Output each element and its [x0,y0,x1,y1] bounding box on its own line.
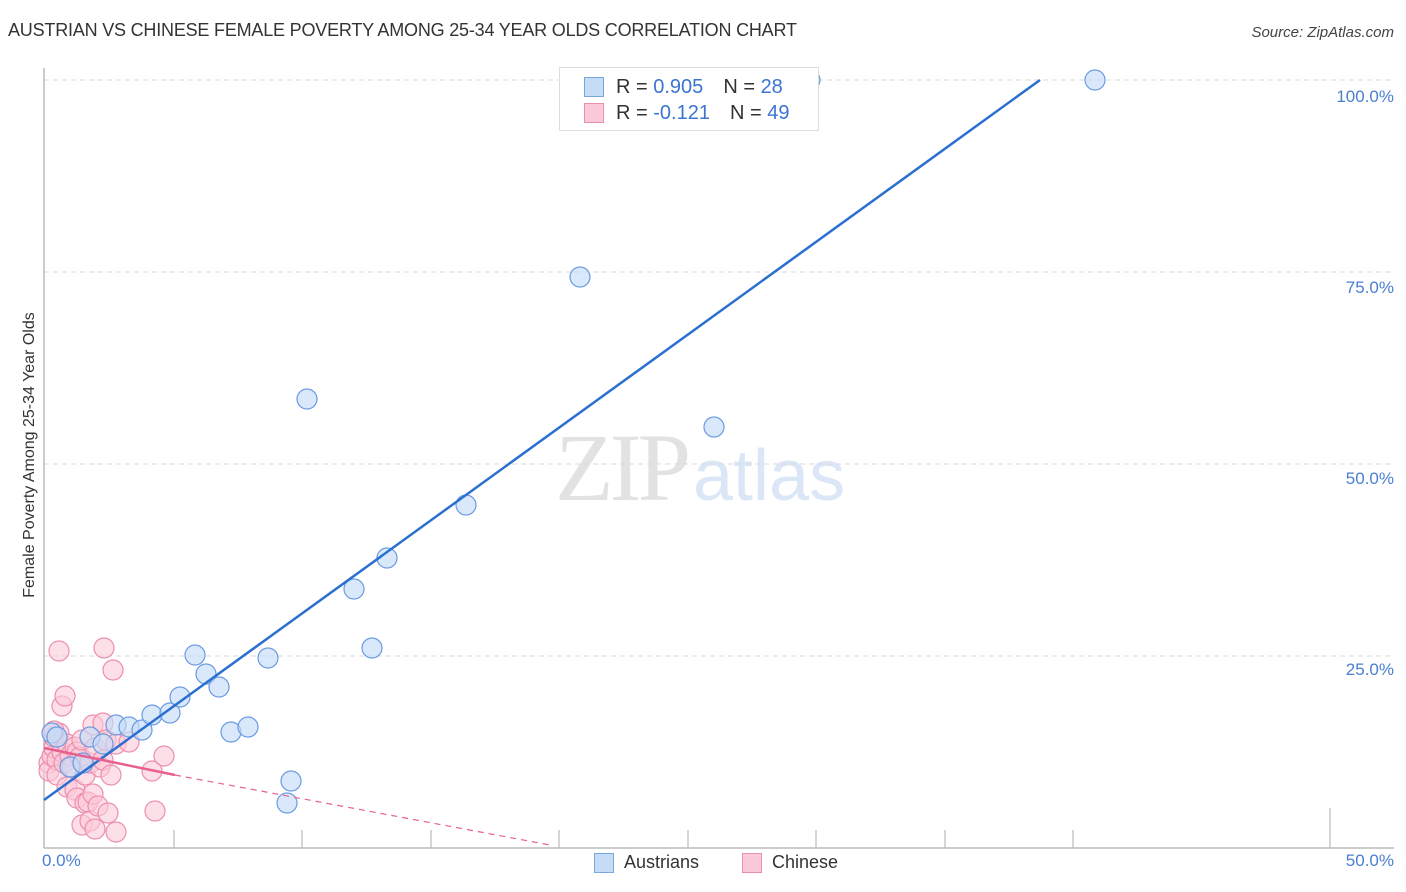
y-tick-25: 25.0% [1345,660,1394,679]
chart-title: AUSTRIAN VS CHINESE FEMALE POVERTY AMONG… [8,20,797,40]
y-axis-label: Female Poverty Among 25-34 Year Olds [21,312,38,598]
r-label: R = [616,75,648,98]
n-value: 28 [760,75,783,98]
r-value: -0.121 [653,101,710,124]
y-tick-75: 75.0% [1345,278,1394,297]
y-tick-100: 100.0% [1336,87,1394,106]
chinese-trendline-solid [43,746,176,777]
n-label: N = [723,75,755,98]
correlation-legend: R = 0.905 N = 28 R = -0.121 N = 49 [559,67,819,131]
chinese-swatch-icon [584,103,604,123]
austrians-trendline [43,78,1041,802]
x-tick-50: 50.0% [1345,851,1394,870]
source-label: Source: ZipAtlas.com [1251,24,1394,41]
legend-label-chinese: Chinese [772,852,839,872]
horizontal-gridlines [44,79,1394,657]
legend-item-chinese[interactable]: Chinese [742,852,838,873]
austrian-points [41,69,1106,814]
x-axis-ticks [173,808,1331,848]
legend-row-austrians: R = 0.905 N = 28 [584,75,783,99]
y-tick-50: 50.0% [1345,469,1394,488]
x-tick-0: 0.0% [42,851,81,870]
legend-row-chinese: R = -0.121 N = 49 [584,101,789,125]
r-value: 0.905 [653,75,704,98]
austrians-swatch-icon [594,852,614,873]
n-label: N = [729,101,762,124]
watermark-zip: ZIP [555,414,691,521]
chinese-trendline-dashed [174,774,551,846]
chinese-swatch-icon [742,852,762,873]
watermark-atlas: atlas [693,436,846,516]
n-value: 49 [767,101,790,124]
r-label: R = [616,101,648,124]
austrians-swatch-icon [584,77,604,97]
legend-label-austrians: Austrians [624,852,700,872]
zipatlas-watermark: ZIPatlas [555,412,845,523]
legend-item-austrians[interactable]: Austrians [594,852,699,873]
